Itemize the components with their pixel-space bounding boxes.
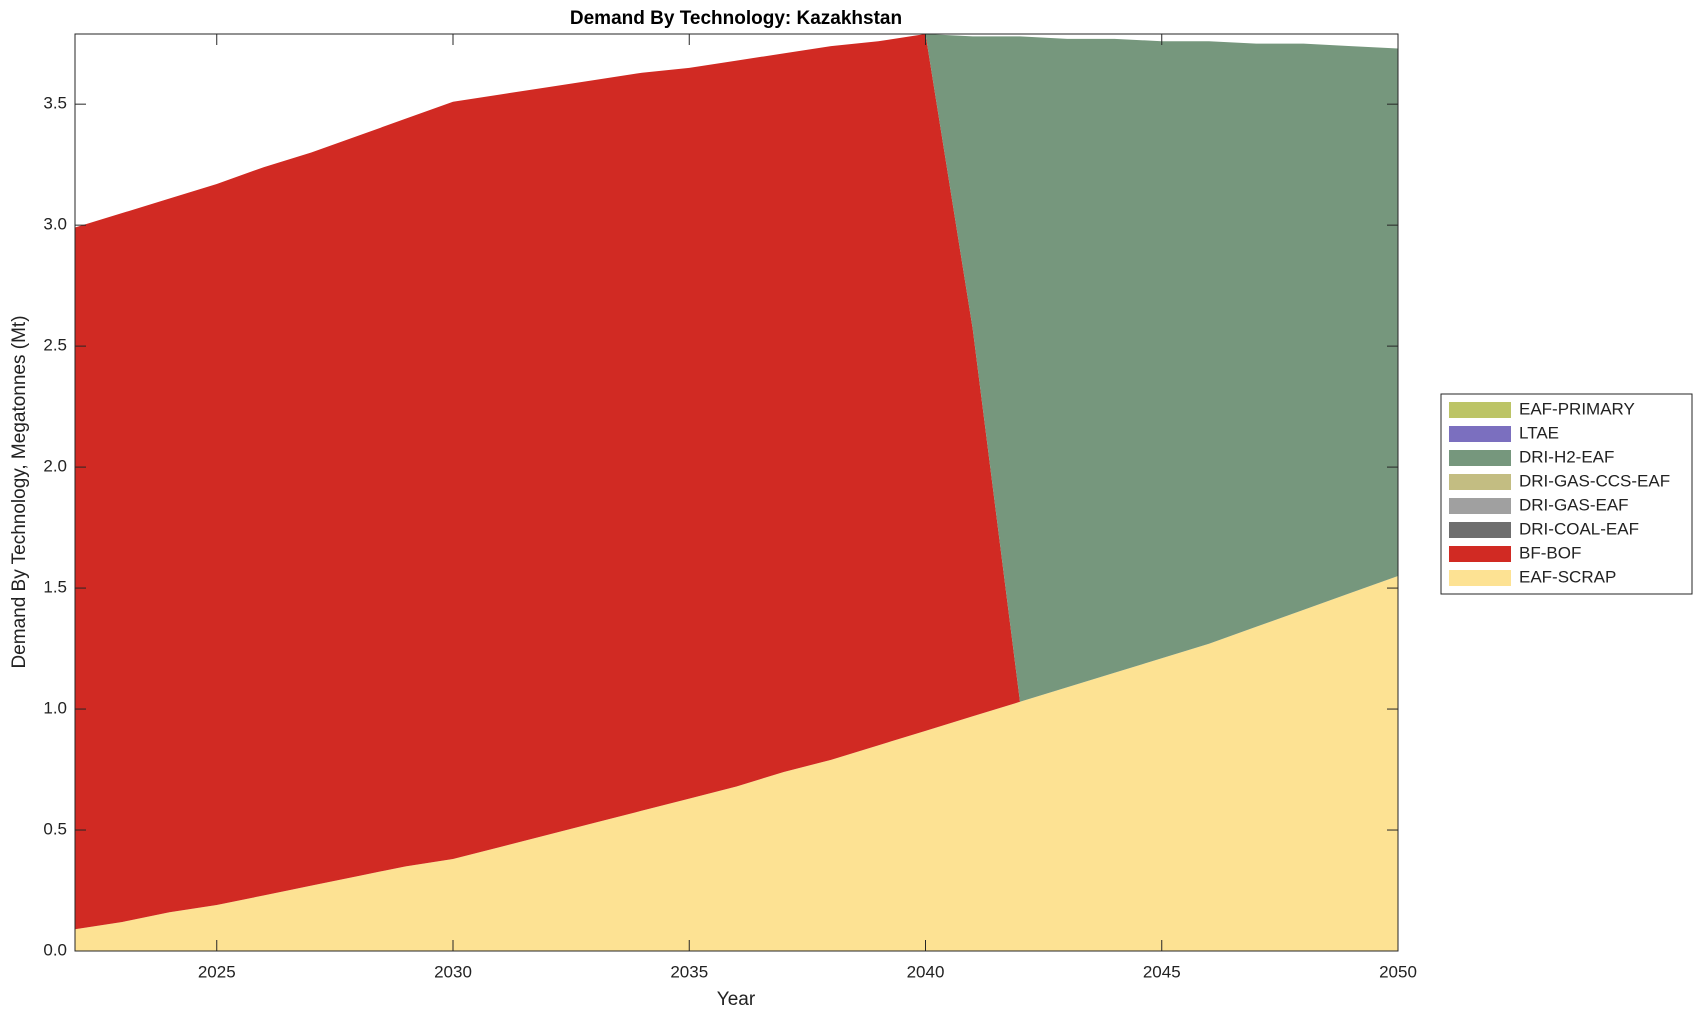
area	[75, 34, 1398, 702]
legend-label: DRI-COAL-EAF	[1519, 519, 1639, 538]
x-tick-label: 2045	[1143, 962, 1181, 981]
y-tick-label: 2.5	[43, 336, 67, 355]
legend-box	[1440, 393, 1693, 595]
legend-swatch	[1449, 402, 1511, 418]
plot-frame	[74, 33, 1399, 952]
x-tick-label: 2030	[434, 962, 472, 981]
x-tick-label: 2040	[907, 962, 945, 981]
y-tick-label: 0.5	[43, 820, 67, 839]
area	[75, 34, 1398, 930]
y-tick-label: 0.0	[43, 940, 67, 959]
legend-swatch	[1449, 474, 1511, 490]
x-tick-label: 2035	[670, 962, 708, 981]
legend-swatch	[1449, 546, 1511, 562]
y-tick-label: 1.5	[43, 578, 67, 597]
x-axis-label: Year	[717, 989, 756, 1010]
legend-label: EAF-PRIMARY	[1519, 399, 1635, 418]
legend-label: DRI-GAS-CCS-EAF	[1519, 471, 1670, 490]
legend-swatch	[1449, 498, 1511, 514]
y-tick-label: 3.0	[43, 215, 67, 234]
area	[75, 575, 1398, 951]
y-tick-label: 3.5	[43, 94, 67, 113]
legend-label: LTAE	[1519, 423, 1559, 442]
legend-swatch	[1449, 522, 1511, 538]
legend-swatch	[1449, 570, 1511, 586]
x-tick-label: 2050	[1379, 962, 1417, 981]
y-tick-label: 2.0	[43, 457, 67, 476]
chart-title: Demand By Technology: Kazakhstan	[570, 8, 902, 29]
x-tick-label: 2025	[198, 962, 236, 981]
legend-label: EAF-SCRAP	[1519, 567, 1616, 586]
y-axis-label: Demand By Technology, Megatonnes (Mt)	[9, 315, 30, 668]
y-tick-label: 1.0	[43, 699, 67, 718]
legend-label: DRI-GAS-EAF	[1519, 495, 1629, 514]
legend-swatch	[1449, 426, 1511, 442]
legend-label: BF-BOF	[1519, 543, 1581, 562]
legend-swatch	[1449, 450, 1511, 466]
legend-label: DRI-H2-EAF	[1519, 447, 1614, 466]
